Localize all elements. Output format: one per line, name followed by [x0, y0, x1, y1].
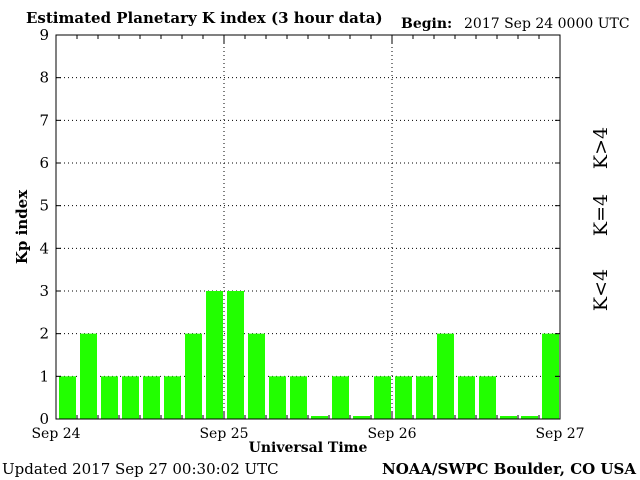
begin-value: 2017 Sep 24 0000 UTC — [464, 16, 630, 32]
x-axis-ticks: Sep 24 Sep 25 Sep 26 Sep 27 — [31, 35, 585, 442]
y-tick-label: 3 — [39, 282, 49, 300]
kp-bar — [227, 291, 244, 419]
kp-bar — [374, 376, 391, 419]
y-tick-label: 5 — [39, 197, 49, 215]
kp-bar — [80, 333, 97, 419]
y-tick-label: 1 — [39, 367, 49, 385]
kp-bar — [290, 376, 307, 419]
kp-bar — [437, 333, 454, 419]
begin-label: Begin: — [401, 16, 452, 32]
y-tick-label: 8 — [39, 69, 49, 87]
kp-bar — [311, 416, 328, 419]
plot-frame — [55, 34, 561, 420]
kp-bar — [542, 333, 559, 419]
y-tick-label: 4 — [39, 239, 49, 257]
x-day-label: Sep 27 — [535, 426, 584, 442]
kp-bar — [143, 376, 160, 419]
y-tick-label: 7 — [39, 111, 49, 129]
chart-title: Estimated Planetary K index (3 hour data… — [26, 9, 383, 27]
kp-bar — [269, 376, 286, 419]
y-tick-label: 9 — [39, 26, 49, 44]
chart-grid — [56, 35, 560, 419]
kp-bar — [101, 376, 118, 419]
x-day-label: Sep 26 — [367, 426, 416, 442]
kp-bar — [395, 376, 412, 419]
kp-bar — [185, 333, 202, 419]
kp-bar — [332, 376, 349, 419]
kp-bar — [353, 416, 370, 419]
y-axis-label: Kp index — [13, 189, 31, 264]
x-axis-label: Universal Time — [249, 440, 368, 456]
data-source-credit: NOAA/SWPC Boulder, CO USA — [382, 460, 636, 478]
kp-bar — [122, 376, 139, 419]
kp-bar — [500, 416, 517, 419]
updated-timestamp: Updated 2017 Sep 27 00:30:02 UTC — [2, 460, 279, 478]
kp-bar — [164, 376, 181, 419]
kp-bar — [206, 291, 223, 419]
kp-bar — [479, 376, 496, 419]
kp-bar — [59, 376, 76, 419]
kp-bar — [248, 333, 265, 419]
y-tick-label: 2 — [39, 325, 49, 343]
x-day-label: Sep 25 — [199, 426, 248, 442]
y-tick-label: 0 — [39, 410, 49, 428]
chart-bars — [59, 291, 559, 419]
y-axis-ticks: 0 1 2 3 4 5 6 7 8 9 — [39, 26, 560, 428]
y-tick-label: 6 — [39, 154, 49, 172]
kp-bar — [416, 376, 433, 419]
kp-bar — [521, 416, 538, 419]
legend-k-below-4: K<4 — [590, 269, 612, 311]
legend-k-above-4: K>4 — [590, 127, 612, 169]
x-day-label: Sep 24 — [31, 426, 80, 442]
legend-k-equal-4: K=4 — [590, 194, 612, 236]
kp-bar — [458, 376, 475, 419]
